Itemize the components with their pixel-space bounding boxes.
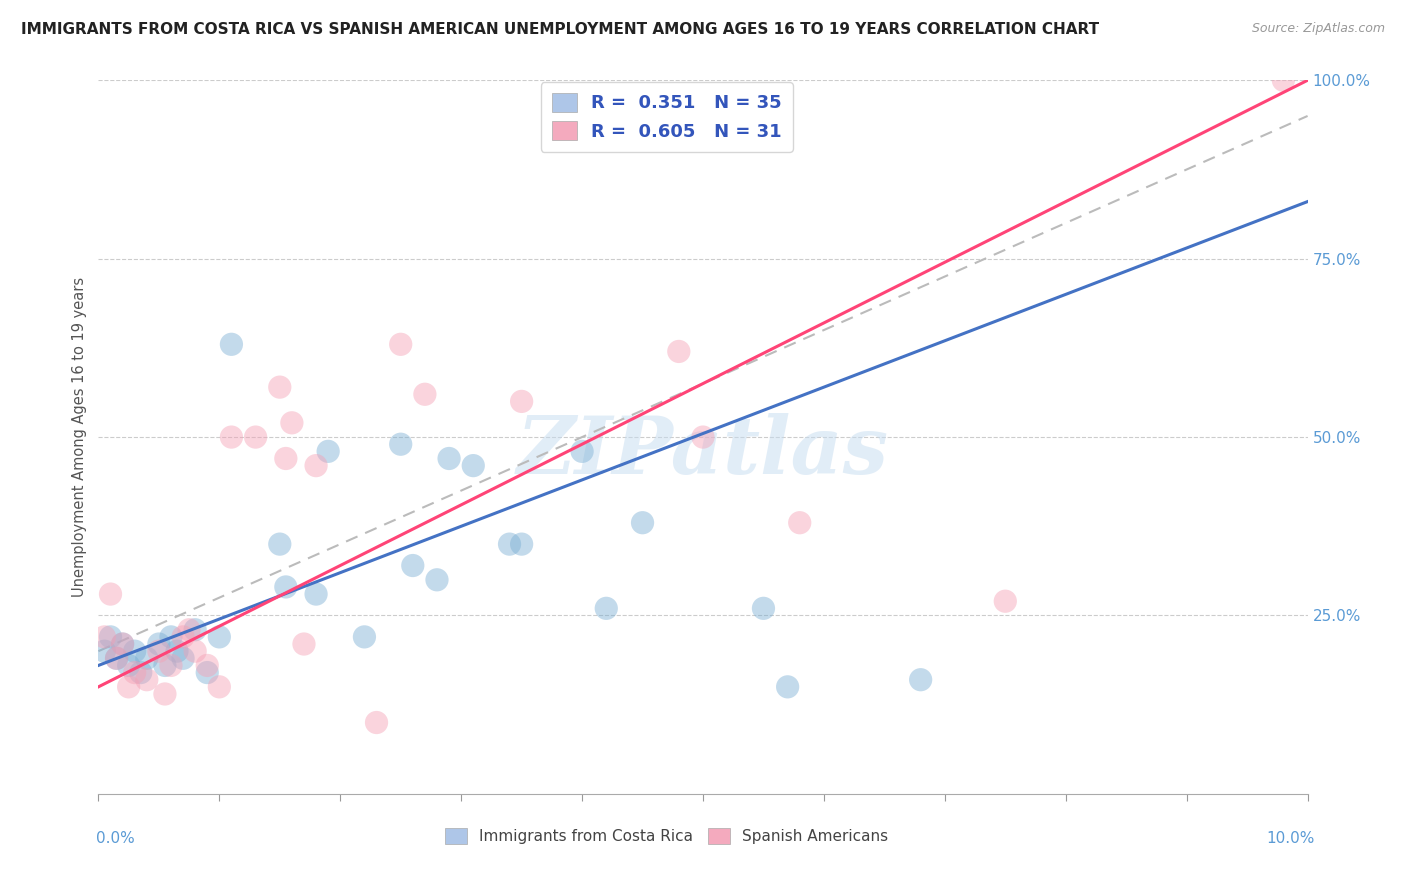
Point [389,337,412,351]
Point [111,637,134,651]
Point [105,651,128,665]
Point [994,594,1017,608]
Point [153,658,176,673]
Point [910,673,932,687]
Point [166,644,188,658]
Point [148,644,170,658]
Point [172,630,194,644]
Point [135,673,157,687]
Point [789,516,811,530]
Point [668,344,690,359]
Text: 10.0%: 10.0% [1267,831,1315,847]
Point [571,444,593,458]
Point [1272,73,1295,87]
Point [292,637,315,651]
Point [221,337,243,351]
Text: IMMIGRANTS FROM COSTA RICA VS SPANISH AMERICAN UNEMPLOYMENT AMONG AGES 16 TO 19 : IMMIGRANTS FROM COSTA RICA VS SPANISH AM… [21,22,1099,37]
Point [437,451,460,466]
Point [274,580,297,594]
Point [510,537,533,551]
Point [160,630,183,644]
Point [118,680,141,694]
Point [184,644,207,658]
Point [305,587,328,601]
Point [631,516,654,530]
Legend: Immigrants from Costa Rica, Spanish Americans: Immigrants from Costa Rica, Spanish Amer… [439,822,894,850]
Point [100,587,122,601]
Point [353,630,375,644]
Point [208,680,231,694]
Point [366,715,388,730]
Point [463,458,485,473]
Text: ZIPatlas: ZIPatlas [517,413,889,490]
Point [124,665,146,680]
Point [305,458,328,473]
Point [148,637,170,651]
Point [195,658,218,673]
Point [269,380,291,394]
Point [111,637,134,651]
Point [105,651,128,665]
Point [510,394,533,409]
Y-axis label: Unemployment Among Ages 16 to 19 years: Unemployment Among Ages 16 to 19 years [72,277,87,597]
Point [153,687,176,701]
Point [135,651,157,665]
Point [245,430,267,444]
Point [269,537,291,551]
Text: 0.0%: 0.0% [96,831,135,847]
Point [595,601,617,615]
Point [93,630,115,644]
Point [274,451,297,466]
Point [776,680,799,694]
Point [184,623,207,637]
Point [118,658,141,673]
Point [498,537,520,551]
Point [426,573,449,587]
Point [129,665,152,680]
Point [179,623,201,637]
Point [413,387,436,401]
Text: Source: ZipAtlas.com: Source: ZipAtlas.com [1251,22,1385,36]
Point [160,658,183,673]
Point [124,644,146,658]
Point [389,437,412,451]
Point [402,558,425,573]
Point [195,665,218,680]
Point [172,651,194,665]
Point [752,601,775,615]
Point [93,644,115,658]
Point [281,416,304,430]
Point [316,444,339,458]
Point [208,630,231,644]
Point [692,430,714,444]
Point [100,630,122,644]
Point [221,430,243,444]
